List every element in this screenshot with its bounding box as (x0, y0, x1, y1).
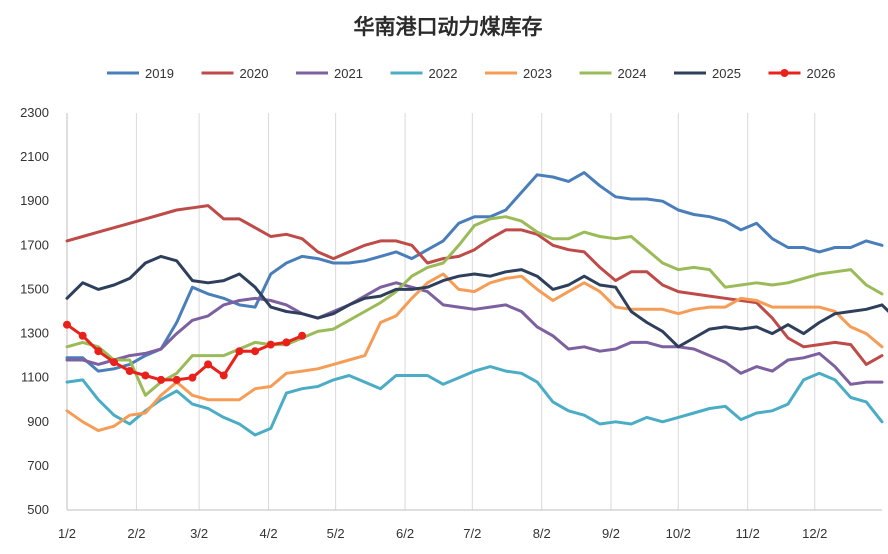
legend-label: 2021 (334, 66, 363, 81)
legend-label: 2023 (523, 66, 552, 81)
y-tick-label: 2300 (20, 105, 49, 120)
data-point (266, 340, 275, 349)
series-2026 (63, 320, 307, 384)
y-tick-label: 2100 (20, 149, 49, 164)
series-2024 (65, 215, 884, 397)
y-tick-label: 1500 (20, 281, 49, 296)
series-line-2019 (65, 171, 884, 373)
x-tick-label: 8/2 (533, 526, 551, 541)
series-2022 (65, 365, 884, 437)
x-tick-label: 11/2 (736, 526, 760, 541)
series-line-2020 (65, 204, 884, 366)
series-2023 (65, 272, 884, 433)
x-tick-label: 1/2 (58, 526, 76, 541)
legend-item-2022: 2022 (390, 66, 458, 81)
legend-label: 2020 (240, 66, 269, 81)
legend-item-2020: 2020 (201, 66, 269, 81)
legend-label: 2025 (712, 66, 741, 81)
x-tick-label: 7/2 (463, 526, 481, 541)
x-tick-label: 2/2 (127, 526, 145, 541)
y-tick-label: 1100 (21, 370, 49, 385)
y-tick-label: 1900 (20, 193, 49, 208)
series-line-2024 (65, 215, 884, 397)
series-2021 (65, 281, 884, 386)
x-axis: 1/2 2/2 3/2 4/2 5/2 6/2 7/2 8/2 9/2 10/2 11/2 12/2 (58, 526, 827, 541)
x-tick-label: 3/2 (190, 526, 208, 541)
series-2025 (65, 254, 888, 349)
x-tick-label: 6/2 (396, 526, 414, 541)
chart-title: 华南港口动力煤库存 (354, 15, 543, 39)
legend-marker (780, 69, 789, 77)
legend-label: 2022 (429, 66, 458, 81)
data-point (141, 371, 150, 380)
x-tick-label: 4/2 (260, 526, 278, 541)
x-tick-label: 10/2 (666, 526, 691, 541)
data-point (282, 338, 291, 347)
legend-label: 2026 (807, 66, 836, 81)
data-point (219, 371, 228, 380)
legend-item-2023: 2023 (485, 66, 552, 81)
legend-item-2024: 2024 (579, 66, 647, 81)
series-group (63, 171, 888, 437)
data-point (125, 367, 134, 376)
y-tick-label: 500 (27, 502, 49, 517)
data-point (78, 331, 87, 340)
series-2019 (65, 171, 884, 373)
legend-label: 2019 (145, 66, 174, 81)
data-point (298, 331, 307, 340)
x-tick-label: 12/2 (802, 526, 827, 541)
y-tick-label: 1700 (20, 237, 49, 252)
data-point (235, 347, 244, 356)
data-point (94, 347, 103, 356)
series-line-2026 (65, 323, 304, 382)
data-point (110, 358, 119, 367)
series-line-2022 (65, 365, 884, 437)
legend-item-2019: 2019 (107, 66, 174, 81)
y-tick-label: 1300 (20, 326, 49, 341)
series-2020 (65, 204, 884, 366)
legend-item-2025: 2025 (674, 66, 741, 81)
x-tick-label: 5/2 (327, 526, 345, 541)
legend-item-2021: 2021 (296, 66, 363, 81)
y-axis: 500 700 900 1100 1300 1500 1700 1900 2100 2300 (20, 105, 49, 517)
data-point (204, 360, 213, 369)
grid (66, 113, 882, 511)
series-line-2021 (65, 281, 884, 386)
data-point (251, 347, 260, 356)
x-tick-label: 9/2 (602, 526, 620, 541)
data-point (172, 375, 181, 384)
legend-label: 2024 (618, 66, 647, 81)
data-point (63, 320, 71, 329)
legend: 2019 2020 2021 2022 2023 2024 2025 2026 (107, 66, 835, 81)
y-tick-label: 900 (27, 414, 49, 429)
y-tick-label: 700 (27, 458, 49, 473)
series-line-2025 (65, 254, 888, 349)
data-point (157, 375, 166, 384)
legend-item-2026: 2026 (768, 66, 836, 81)
series-line-2023 (65, 272, 884, 433)
data-point (188, 373, 197, 382)
